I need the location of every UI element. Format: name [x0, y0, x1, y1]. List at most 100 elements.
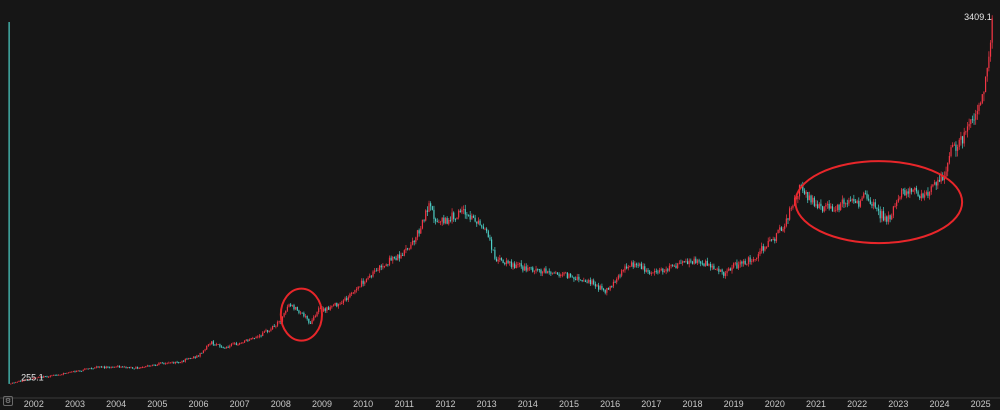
candle-body [747, 257, 750, 264]
candle-body [458, 210, 460, 218]
candle-body [523, 266, 526, 271]
candle-body [446, 218, 448, 224]
candle-body [323, 308, 325, 312]
candle-body [841, 199, 843, 204]
candle-body [866, 193, 868, 199]
candle-body [705, 260, 707, 266]
candle-body [960, 136, 962, 140]
candle-body [243, 340, 246, 343]
candle-body [742, 260, 745, 264]
candle-body [364, 282, 366, 284]
candle-body [935, 182, 937, 186]
candle-body [127, 367, 129, 368]
candle-body [612, 281, 615, 287]
candle-body [525, 266, 527, 271]
candle-body [36, 377, 38, 379]
candle-body [290, 304, 292, 306]
candle-body [611, 286, 613, 287]
candle-body [206, 345, 208, 350]
candle-body [703, 263, 705, 266]
candle-body [537, 268, 539, 270]
candle-body [263, 331, 265, 333]
candle-body [721, 269, 723, 272]
candle-body [397, 254, 399, 261]
candle-body [905, 191, 908, 196]
candle-body [657, 271, 659, 273]
candle-body [82, 369, 84, 371]
candle-body [411, 240, 414, 245]
candle-body [751, 261, 753, 262]
candle-body [230, 344, 233, 346]
candle-body [560, 274, 562, 276]
candle-body [602, 288, 605, 290]
candle-body [265, 330, 267, 332]
candle-body [299, 312, 302, 314]
candle-body [420, 228, 422, 234]
candle-body [650, 273, 652, 274]
candle-body [459, 210, 461, 213]
candle-body [764, 247, 766, 251]
candle-body [627, 266, 629, 269]
candle-body [451, 212, 453, 221]
candle-body [413, 240, 415, 243]
candle-body [499, 258, 501, 260]
candle-body [828, 203, 830, 209]
candle-body [563, 272, 565, 275]
candle-body [362, 280, 364, 284]
candle-body [769, 239, 771, 241]
candle-body [349, 293, 351, 298]
candle-body [970, 119, 972, 125]
candle-body [968, 124, 970, 127]
candle-body [189, 358, 191, 359]
candle-body [171, 362, 173, 364]
candle-body [741, 261, 743, 264]
candle-body [296, 306, 298, 311]
candle-body [576, 276, 578, 280]
candle-body [301, 312, 303, 314]
candle-body [570, 274, 572, 277]
candle-body [156, 364, 158, 366]
candle-body [199, 352, 201, 357]
candle-body [556, 272, 559, 275]
candle-body [160, 362, 162, 364]
candle-body [484, 228, 486, 230]
candle-body [779, 227, 781, 230]
candle-body [825, 204, 827, 207]
candle-body [255, 336, 257, 339]
candle-body [792, 205, 794, 208]
candle-body [761, 246, 763, 252]
candle-body [79, 370, 81, 372]
x-tick-label: 2018 [682, 399, 702, 409]
candle-body [359, 286, 361, 288]
candle-body [876, 207, 878, 209]
candle-body [545, 268, 547, 274]
candle-body [551, 272, 554, 274]
candle-body [507, 260, 509, 263]
candle-body [479, 220, 481, 226]
candle-body [248, 339, 251, 341]
candle-body [589, 280, 591, 285]
candle-body [327, 307, 330, 310]
candle-body [313, 316, 315, 321]
candle-body [914, 187, 916, 190]
candle-body [655, 270, 657, 272]
candle-body [425, 210, 427, 221]
candle-body [950, 147, 952, 156]
candle-body [912, 189, 914, 192]
candle-body [854, 201, 857, 204]
candle-body [184, 358, 186, 362]
candle-body [357, 286, 359, 289]
candle-body [237, 344, 239, 346]
candle-body [234, 343, 236, 345]
highlight-ellipse-2021-2023 [794, 160, 964, 245]
candle-body [695, 258, 697, 263]
candle-body [899, 197, 901, 199]
candle-body [383, 266, 386, 267]
candle-body [632, 262, 634, 267]
settings-toggle-icon[interactable]: ⚙ [3, 396, 13, 406]
candle-body [550, 272, 552, 274]
candle-body [270, 329, 272, 331]
candle-body [540, 269, 542, 274]
candle-body [647, 270, 649, 272]
